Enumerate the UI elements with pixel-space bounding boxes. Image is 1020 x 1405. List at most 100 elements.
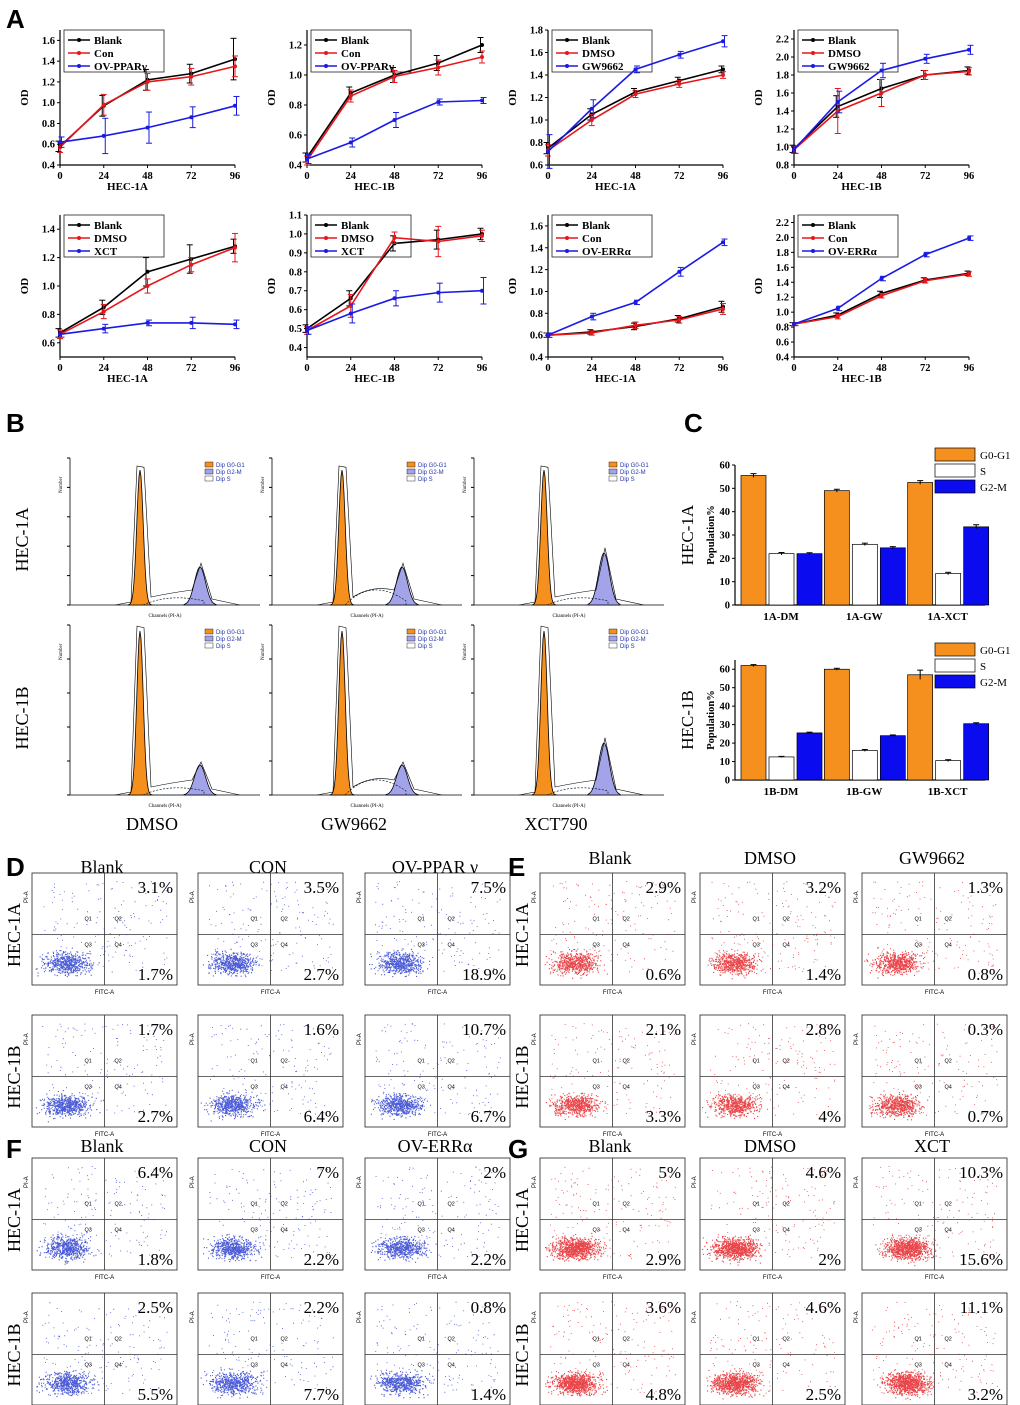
bar-G0-G1 — [740, 665, 767, 781]
cell-events — [369, 881, 501, 978]
data-point — [633, 300, 638, 305]
y-tick-label: 2.2 — [776, 218, 789, 229]
y-axis-title: PI-A — [357, 1176, 363, 1188]
y-axis-title: Number — [59, 476, 64, 493]
data-point — [58, 332, 62, 337]
q2-percentage: 6.4% — [138, 1163, 173, 1182]
fit-outline — [316, 465, 443, 606]
quadrant-label-q4: Q4 — [783, 1363, 790, 1369]
bar-S — [851, 750, 878, 781]
fit-outline — [114, 625, 241, 796]
data-point — [233, 103, 237, 108]
data-point — [879, 68, 884, 73]
y-tick-label: 50 — [720, 484, 731, 495]
quadrant-label-q2: Q2 — [783, 1059, 790, 1065]
x-tick-label: 24 — [587, 363, 598, 374]
data-point — [967, 272, 971, 277]
legend-label: G2-M — [980, 482, 1007, 494]
quadrant-label-q4: Q4 — [623, 1085, 630, 1091]
quadrant-label-q4: Q4 — [281, 1085, 288, 1091]
q2-percentage: 3.5% — [304, 878, 339, 897]
legend-marker — [565, 249, 569, 253]
cell-events — [200, 1024, 334, 1122]
data-point — [879, 276, 884, 281]
data-point — [305, 328, 309, 333]
column-label: OV-PPAR γ — [392, 857, 478, 877]
x-tick-label: 1A-XCT — [927, 611, 968, 623]
x-axis-title: HEC-1A — [107, 373, 148, 385]
legend-box — [797, 214, 899, 258]
cell-events — [35, 1023, 167, 1123]
y-tick-label: 1.2 — [530, 93, 543, 104]
quadrant-label-q4: Q4 — [783, 1228, 790, 1234]
y-axis-title: PI-A — [190, 1176, 196, 1188]
x-tick-label: 0 — [304, 363, 309, 374]
bar-S — [935, 573, 962, 606]
legend-label: Con — [341, 48, 361, 60]
cell-events — [702, 1166, 835, 1266]
y-tick-label: 0.6 — [530, 331, 543, 342]
legend-swatch-g0g1 — [608, 628, 618, 635]
bar-G2-M — [963, 723, 990, 781]
x-tick-label: 0 — [545, 363, 550, 374]
x-tick-label: 72 — [186, 363, 197, 374]
x-tick-label: 96 — [718, 171, 729, 182]
data-point — [721, 67, 725, 72]
y-axis-title: PI-A — [357, 1033, 363, 1045]
column-label: CON — [249, 1136, 287, 1156]
legend-marker — [565, 236, 569, 240]
y-tick-label: 0.8 — [530, 309, 543, 320]
y-tick-label: 0.8 — [776, 161, 789, 172]
data-point — [633, 323, 638, 328]
bar-G2-M — [963, 526, 990, 606]
quadrant-label-q2: Q2 — [281, 1337, 288, 1343]
panel-a-growth-curves: 0.4 0.6 0.8 1.0 1.2 1.4 1.6 0 24 48 72 96 HEC-1A OD Bl… — [19, 26, 974, 386]
y-axis-title: OD — [507, 89, 519, 106]
quadrant-label-q3: Q3 — [915, 1363, 922, 1369]
quadrant-label-q4: Q4 — [623, 1363, 630, 1369]
y-tick-label: 1.8 — [776, 71, 789, 82]
q4-percentage: 3.3% — [646, 1107, 681, 1126]
quadrant-label-q4: Q4 — [448, 1363, 455, 1369]
quadrant-label-q2: Q2 — [281, 1059, 288, 1065]
x-tick-label: 96 — [230, 171, 241, 182]
x-axis-title: Channels (PI-A) — [351, 804, 384, 809]
legend-marker — [77, 51, 81, 55]
x-axis-title: HEC-1A — [595, 373, 636, 385]
quadrant-label-q1: Q1 — [85, 1337, 92, 1343]
legend-marker — [811, 236, 815, 240]
data-point — [546, 333, 550, 338]
legend-marker — [77, 64, 81, 68]
y-tick-label: 0 — [725, 601, 730, 612]
x-tick-label: 24 — [587, 171, 598, 182]
cell-events — [872, 1301, 998, 1401]
data-point — [480, 55, 484, 59]
q4-percentage: 0.7% — [968, 1107, 1003, 1126]
legend-swatch-s — [204, 642, 214, 649]
line-chart-a5: 0.6 0.8 1.0 1.2 1.4 0 24 48 72 96 HEC-1A OD BlankDMS… — [19, 214, 240, 385]
quadrant-label-q4: Q4 — [115, 1085, 122, 1091]
g2-m-peak — [183, 764, 217, 796]
y-axis-title: Number — [463, 476, 468, 493]
x-tick-label: 48 — [630, 363, 641, 374]
g0-g1-peak — [329, 469, 355, 606]
x-tick-label: 1B-GW — [846, 786, 882, 798]
y-tick-label: 1.8 — [530, 26, 543, 37]
quadrant-label-q1: Q1 — [418, 1337, 425, 1343]
x-axis-title: HEC-1B — [841, 181, 882, 193]
bar-S — [851, 543, 878, 606]
legend-label: Con — [94, 48, 114, 60]
y-axis-title: PI-A — [692, 1311, 698, 1323]
quadrant-label-q3: Q3 — [418, 943, 425, 949]
quadrant-label-q3: Q3 — [915, 1085, 922, 1091]
legend-label: Con — [828, 233, 848, 245]
s-phase-band — [142, 597, 205, 606]
x-tick-label: 48 — [876, 363, 887, 374]
y-axis-title: PI-A — [854, 1311, 860, 1323]
x-axis-title: FITC-A — [95, 990, 114, 996]
line-chart-a4: 0.8 1.0 1.2 1.4 1.6 1.8 2.0 2.2 0 24 48 72 96 HEC-1B O… — [753, 29, 974, 193]
legend-swatch-g2m — [608, 635, 618, 642]
x-tick-label: 96 — [718, 363, 729, 374]
row-label: HEC-1B — [512, 1046, 532, 1109]
